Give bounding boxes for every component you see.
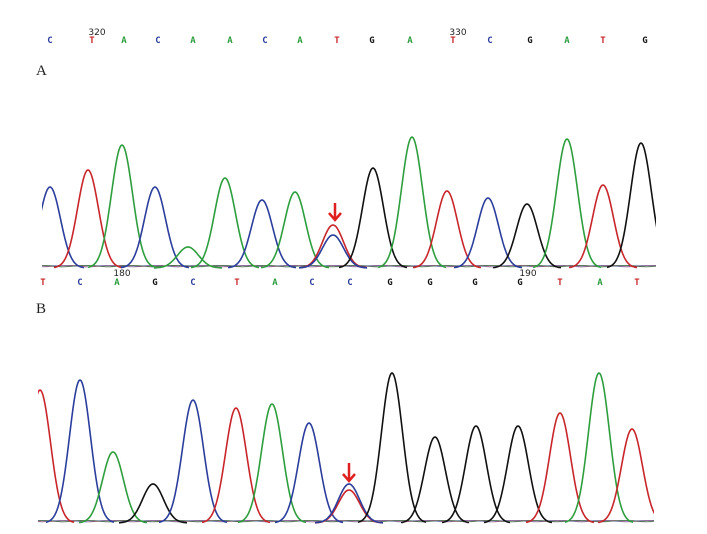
base-call: C — [347, 278, 352, 288]
peak — [53, 169, 123, 269]
peak — [153, 246, 223, 269]
base-call: A — [597, 278, 603, 288]
peak — [412, 190, 482, 269]
peak — [201, 407, 271, 524]
peak — [483, 425, 553, 524]
base-call: C — [77, 278, 82, 288]
base-call: C — [47, 36, 52, 46]
base-call: A — [297, 36, 303, 46]
peak — [87, 144, 157, 269]
base-call: C — [190, 278, 195, 288]
base-call: T — [234, 278, 240, 288]
base-call: T — [600, 36, 606, 46]
peak — [606, 142, 656, 269]
peak — [338, 167, 408, 269]
peak — [453, 197, 523, 269]
base-call: G — [152, 278, 157, 288]
base-call: C — [309, 278, 314, 288]
base-call: A — [190, 36, 196, 46]
base-call: A — [227, 36, 233, 46]
base-call: G — [427, 278, 432, 288]
peak — [525, 412, 595, 524]
arrow — [328, 203, 342, 222]
base-call: C — [262, 36, 267, 46]
peak — [492, 203, 562, 269]
panel-label: B — [36, 301, 46, 317]
base-call: C — [487, 36, 492, 46]
peak — [314, 483, 384, 524]
peak — [357, 372, 427, 523]
base-call: G — [517, 278, 522, 288]
base-call: G — [642, 36, 647, 46]
base-call: T — [557, 278, 563, 288]
trace-b — [38, 372, 654, 524]
peak — [564, 372, 634, 523]
position-number: 320 — [88, 28, 105, 38]
position-number: 180 — [113, 269, 130, 279]
base-call: T — [334, 36, 340, 46]
trace-a — [42, 136, 656, 269]
base-call: G — [472, 278, 477, 288]
peak — [190, 177, 260, 269]
position-number: 330 — [449, 28, 466, 38]
peak — [227, 199, 297, 269]
base-call: T — [450, 36, 456, 46]
base-call: T — [634, 278, 640, 288]
base-call: A — [407, 36, 413, 46]
position-number: 190 — [519, 269, 536, 279]
peak — [568, 184, 638, 269]
peak — [298, 224, 368, 269]
base-call: T — [89, 36, 95, 46]
peak — [299, 234, 367, 269]
base-call: G — [387, 278, 392, 288]
peak — [118, 483, 188, 524]
peak — [120, 186, 190, 269]
peak — [532, 138, 602, 269]
peak — [400, 436, 470, 524]
base-call: A — [114, 278, 120, 288]
base-call: C — [155, 36, 160, 46]
peak — [597, 428, 654, 524]
peak — [441, 425, 511, 524]
peak — [158, 399, 228, 524]
peak — [237, 403, 307, 524]
peak — [38, 389, 75, 524]
base-call: A — [121, 36, 127, 46]
arrow — [342, 463, 356, 483]
peak — [377, 136, 447, 269]
base-call: A — [272, 278, 278, 288]
base-call: A — [564, 36, 570, 46]
baseline-noise — [38, 520, 654, 523]
base-call: G — [527, 36, 532, 46]
panel-label: A — [36, 63, 47, 79]
peak — [260, 191, 330, 269]
base-call: T — [40, 278, 46, 288]
peak — [42, 186, 85, 269]
peak — [78, 451, 148, 524]
peak — [45, 379, 115, 523]
base-call: G — [369, 36, 374, 46]
